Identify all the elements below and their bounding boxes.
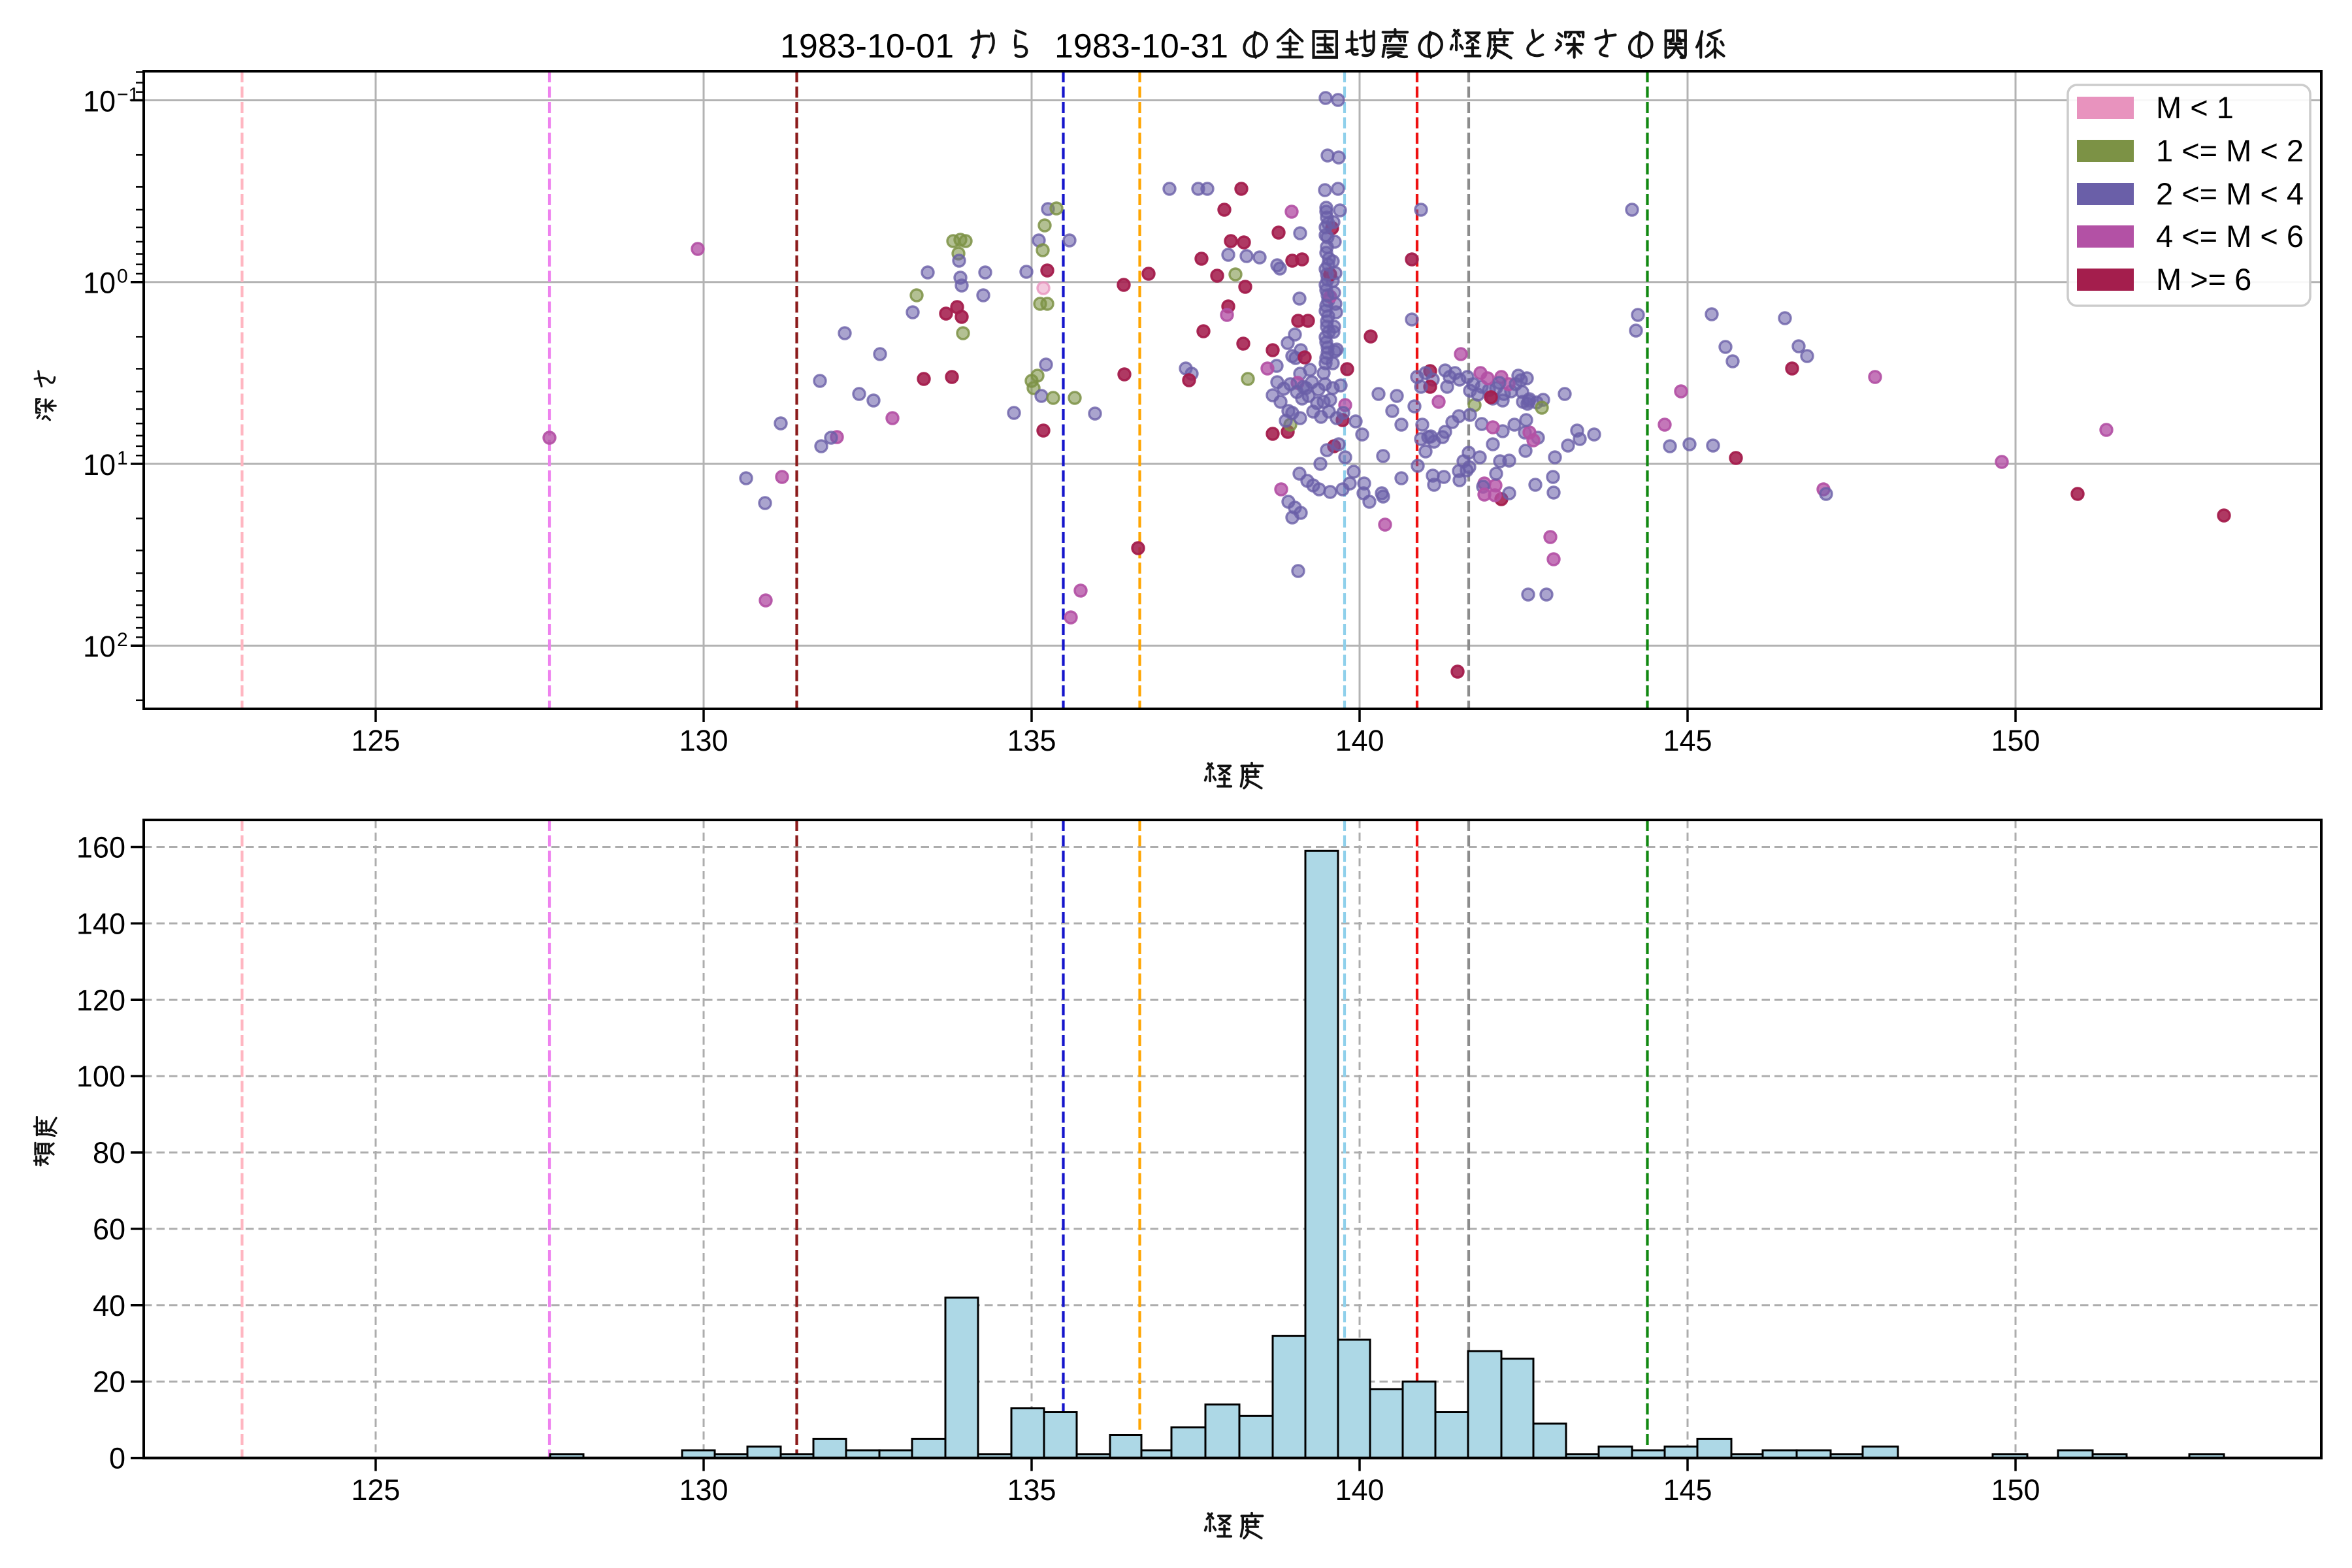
svg-text:M < 1: M < 1	[2156, 90, 2234, 125]
svg-text:125: 125	[351, 1473, 400, 1507]
svg-text:1: 1	[117, 448, 128, 469]
svg-text:20: 20	[93, 1365, 125, 1399]
svg-text:60: 60	[93, 1213, 125, 1246]
svg-text:160: 160	[76, 831, 125, 864]
svg-text:125: 125	[351, 724, 400, 757]
svg-text:120: 120	[76, 983, 125, 1017]
svg-text:145: 145	[1663, 1473, 1712, 1507]
svg-text:10: 10	[83, 630, 116, 663]
svg-text:10: 10	[83, 448, 116, 482]
svg-text:150: 150	[1991, 1473, 2040, 1507]
svg-text:1983-10-31: 1983-10-31	[1054, 27, 1228, 65]
svg-text:2: 2	[117, 629, 128, 651]
svg-text:M >= 6: M >= 6	[2156, 262, 2251, 297]
svg-text:10: 10	[83, 267, 116, 300]
svg-text:140: 140	[1335, 1473, 1384, 1507]
svg-text:−1: −1	[117, 84, 139, 106]
svg-text:135: 135	[1007, 1473, 1056, 1507]
svg-text:40: 40	[93, 1289, 125, 1322]
svg-text:145: 145	[1663, 724, 1712, 757]
svg-text:100: 100	[76, 1060, 125, 1093]
svg-text:0: 0	[109, 1442, 125, 1475]
svg-text:2 <= M < 4: 2 <= M < 4	[2156, 176, 2304, 211]
svg-text:130: 130	[679, 724, 728, 757]
svg-text:135: 135	[1007, 724, 1056, 757]
svg-text:140: 140	[76, 907, 125, 940]
svg-text:1983-10-01: 1983-10-01	[780, 27, 954, 65]
svg-text:140: 140	[1335, 724, 1384, 757]
svg-text:130: 130	[679, 1473, 728, 1507]
svg-text:1 <= M < 2: 1 <= M < 2	[2156, 133, 2304, 168]
svg-text:4 <= M < 6: 4 <= M < 6	[2156, 219, 2304, 253]
svg-text:0: 0	[117, 266, 128, 287]
svg-text:80: 80	[93, 1136, 125, 1169]
svg-text:10: 10	[83, 85, 116, 118]
svg-text:150: 150	[1991, 724, 2040, 757]
